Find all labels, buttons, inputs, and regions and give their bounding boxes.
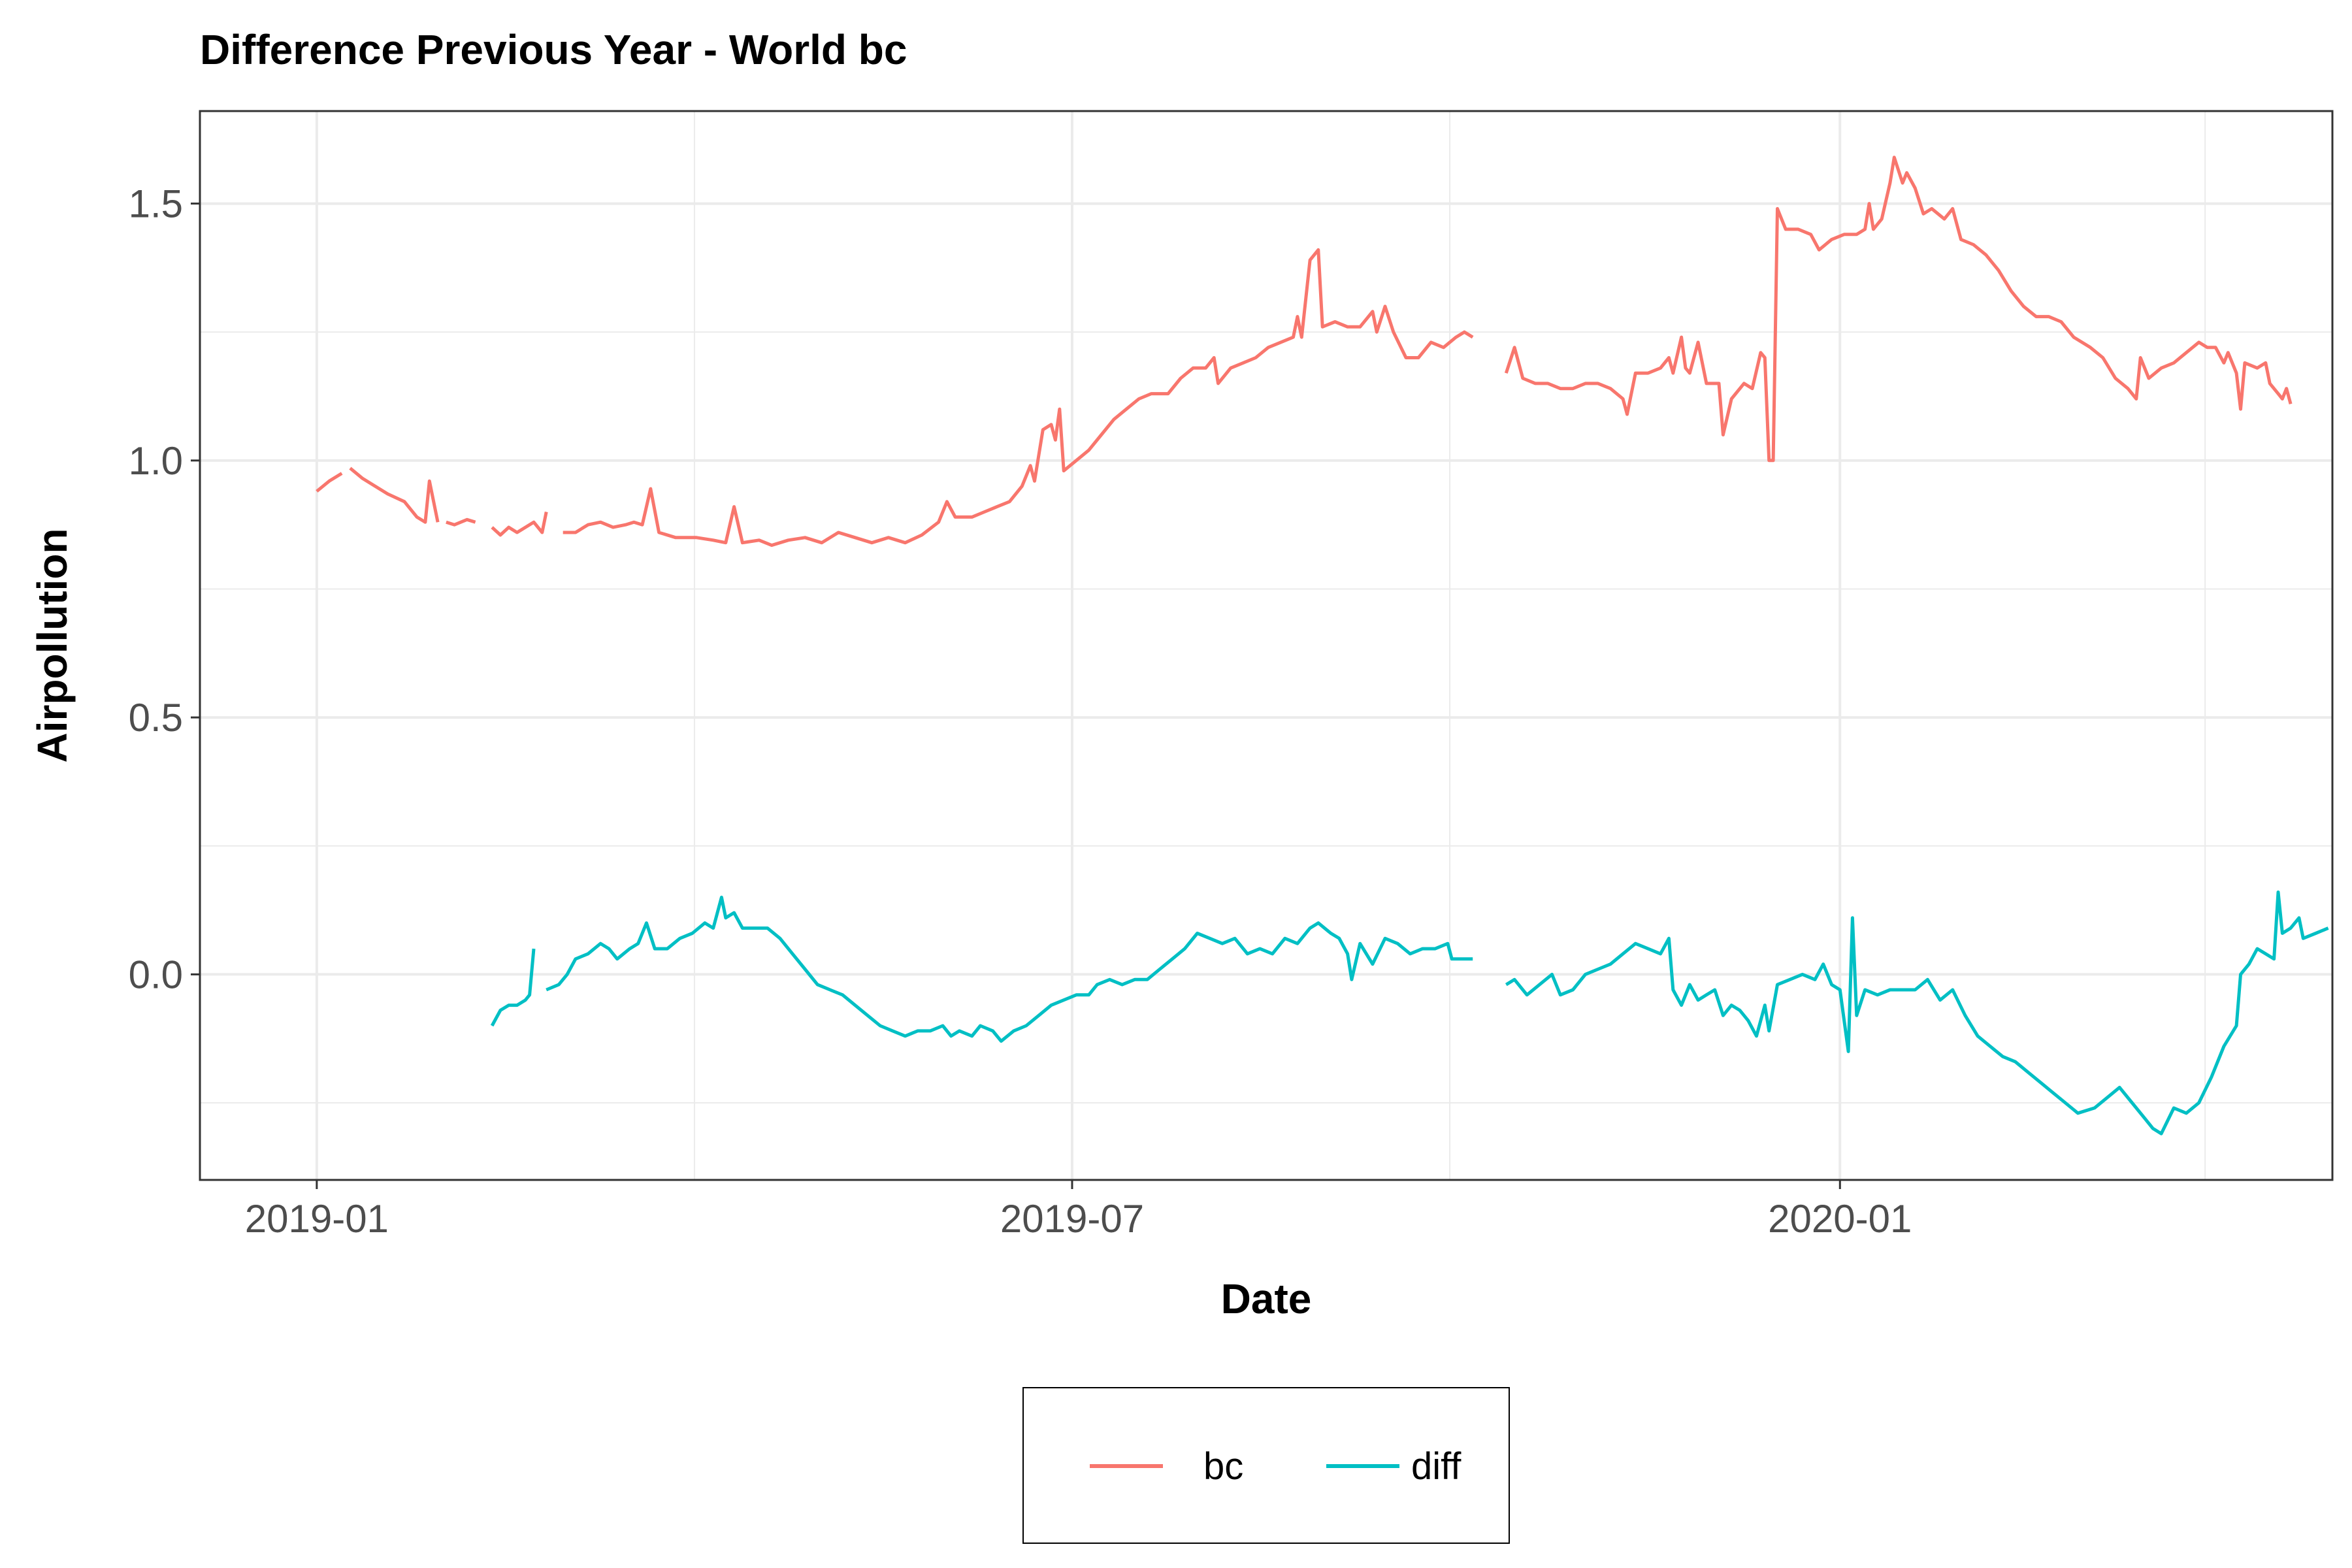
x-tick-label: 2020-01	[1768, 1197, 1912, 1241]
series-line-bc	[563, 248, 1474, 547]
y-tick-label: 0.0	[129, 953, 183, 996]
y-tick-label: 0.5	[129, 696, 183, 740]
series-layer	[316, 155, 2329, 1135]
grid	[200, 111, 2332, 1180]
legend: bc diff	[1022, 1387, 1510, 1544]
x-axis-title: Date	[1221, 1275, 1312, 1322]
series-line-bc	[349, 466, 440, 524]
series-line-bc	[1504, 155, 2293, 463]
x-tick-label: 2019-01	[245, 1197, 389, 1241]
panel-background	[200, 111, 2332, 1180]
legend-label-diff: diff	[1411, 1445, 1462, 1488]
legend-label-bc: bc	[1203, 1445, 1243, 1488]
x-axis: 2019-01 2019-07 2020-01	[245, 1180, 1912, 1241]
chart-title: Difference Previous Year - World bc	[200, 26, 907, 73]
series-line-diff	[1505, 890, 2329, 1135]
x-tick-label: 2019-07	[1000, 1197, 1144, 1241]
y-tick-label: 1.5	[129, 182, 183, 226]
series-line-bc	[316, 472, 343, 493]
series-line-diff	[546, 895, 1473, 1043]
y-axis: 0.0 0.5 1.0 1.5	[129, 182, 200, 996]
series-line-diff	[490, 948, 536, 1027]
panel-border	[199, 110, 2334, 1181]
y-tick-label: 1.0	[129, 439, 183, 483]
y-axis-title: Airpollution	[29, 528, 76, 762]
series-line-bc	[446, 517, 476, 527]
series-line-bc	[491, 512, 548, 537]
